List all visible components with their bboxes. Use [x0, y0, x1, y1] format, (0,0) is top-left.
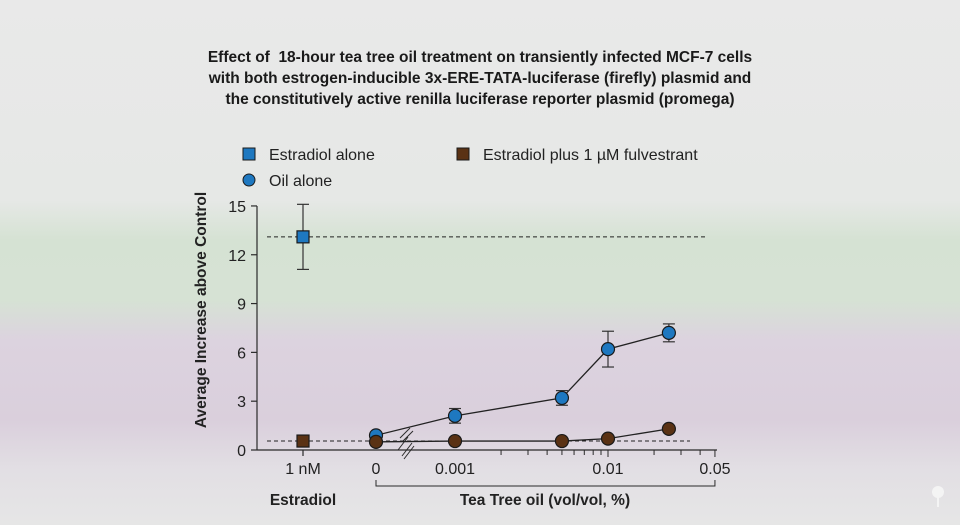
data-point [447, 408, 463, 423]
x-group-label: Tea Tree oil (vol/vol, %) [460, 492, 630, 509]
title-line: Effect of 18-hour tea tree oil treatment… [207, 49, 753, 66]
legend-marker [242, 147, 256, 161]
data-point [600, 431, 616, 446]
legend-marker [456, 147, 470, 161]
data-point [368, 434, 384, 449]
series-line [375, 332, 670, 436]
y-tick-label: 3 [237, 394, 246, 411]
legend-label: Estradiol plus 1 µM fulvestrant [483, 147, 698, 164]
chart-title: Effect of 18-hour tea tree oil treatment… [0, 47, 960, 110]
y-tick-label: 0 [237, 443, 246, 460]
x-tick-label: 1 nM [285, 461, 321, 478]
legend-label: Estradiol alone [269, 147, 375, 164]
axis-break-mark [402, 430, 414, 442]
x-tick-label: 0.001 [435, 461, 475, 478]
title-line: the constitutively active renilla lucife… [225, 91, 735, 108]
data-point [600, 342, 616, 357]
y-tick-label: 15 [228, 199, 246, 216]
y-tick-label: 12 [228, 248, 246, 265]
axis-break-mark [399, 427, 411, 439]
data-point [296, 434, 310, 448]
x-group-label: Estradiol [270, 492, 336, 509]
x-tick-label: 0.01 [592, 461, 623, 478]
data-point [554, 390, 570, 406]
title-line: with both estrogen-inducible 3x-ERE-TATA… [208, 70, 752, 87]
legend-label: Oil alone [269, 173, 332, 190]
legend-marker [242, 173, 256, 187]
data-point [296, 230, 310, 244]
data-point [661, 421, 676, 436]
x-tick-label: 0 [372, 461, 381, 478]
y-tick-label: 9 [237, 297, 246, 314]
x-group-bracket [375, 480, 716, 487]
x-tick-label: 0.05 [699, 461, 730, 478]
axis-break-mark [403, 445, 415, 460]
data-point [661, 325, 676, 340]
tree-icon [932, 486, 944, 507]
y-axis-label: Average Increase above Control [193, 192, 210, 428]
data-point [554, 433, 570, 449]
data-point [447, 433, 463, 449]
series-line [375, 428, 669, 443]
y-tick-label: 6 [237, 345, 246, 362]
axis-break-mark [401, 442, 413, 457]
axis-break-mark [397, 436, 409, 451]
